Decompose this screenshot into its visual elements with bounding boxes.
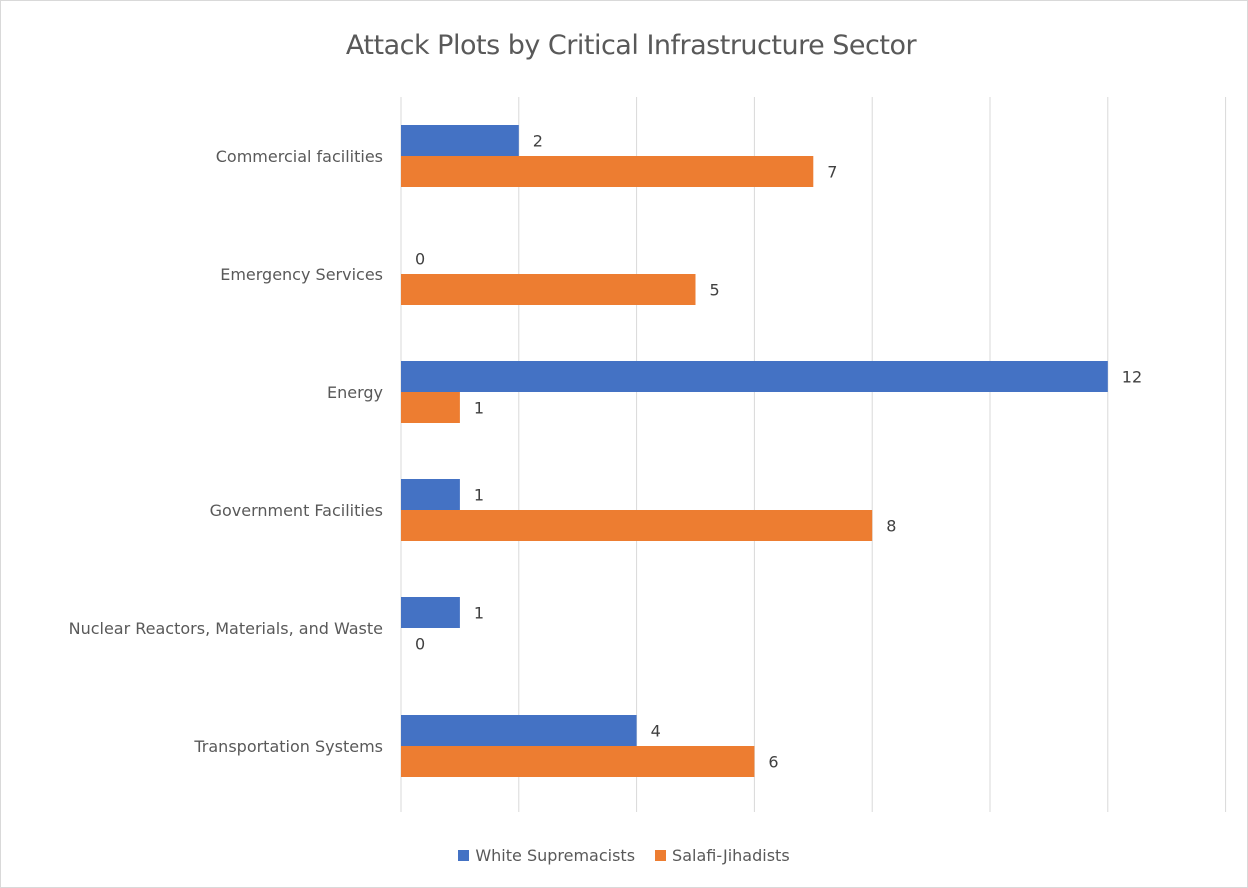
legend-item-series-1: Salafi-Jihadists: [655, 846, 790, 865]
data-label: 6: [768, 753, 778, 772]
bar-salafi-jihadists: [401, 510, 873, 541]
data-label: 1: [474, 399, 484, 418]
bar-white-supremacists: [401, 125, 519, 156]
bar-white-supremacists: [401, 361, 1108, 392]
bar-salafi-jihadists: [401, 392, 460, 423]
legend-item-series-0: White Supremacists: [458, 846, 635, 865]
data-label: 0: [415, 635, 425, 654]
category-label: Energy: [327, 383, 383, 402]
category-label: Nuclear Reactors, Materials, and Waste: [69, 619, 383, 638]
data-label: 2: [533, 132, 543, 151]
chart-title: Attack Plots by Critical Infrastructure …: [345, 30, 917, 61]
data-label: 12: [1122, 368, 1142, 387]
legend-swatch: [655, 850, 667, 861]
legend-swatch: [458, 850, 470, 861]
data-label: 1: [474, 486, 484, 505]
bar-white-supremacists: [401, 597, 460, 628]
bar-salafi-jihadists: [401, 746, 755, 777]
category-label: Transportation Systems: [193, 737, 383, 756]
legend-label: Salafi-Jihadists: [672, 846, 790, 865]
data-label: 1: [474, 604, 484, 623]
category-label: Commercial facilities: [216, 147, 383, 166]
legend: White Supremacists Salafi-Jihadists: [0, 846, 1248, 865]
data-label: 5: [710, 281, 720, 300]
bar-white-supremacists: [401, 479, 460, 510]
bar-salafi-jihadists: [401, 274, 696, 305]
bar-white-supremacists: [401, 715, 637, 746]
gridlines: [400, 97, 1227, 812]
data-label: 4: [651, 722, 661, 741]
data-label: 0: [415, 250, 425, 269]
data-label: 8: [886, 517, 896, 536]
legend-label: White Supremacists: [475, 846, 636, 865]
bars: [401, 125, 1108, 777]
labels: Commercial facilities 2 7 Emergency Service…: [69, 132, 1143, 772]
bar-salafi-jihadists: [401, 156, 814, 187]
category-label: Emergency Services: [220, 265, 383, 284]
data-label: 7: [827, 163, 837, 182]
category-label: Government Facilities: [210, 501, 383, 520]
